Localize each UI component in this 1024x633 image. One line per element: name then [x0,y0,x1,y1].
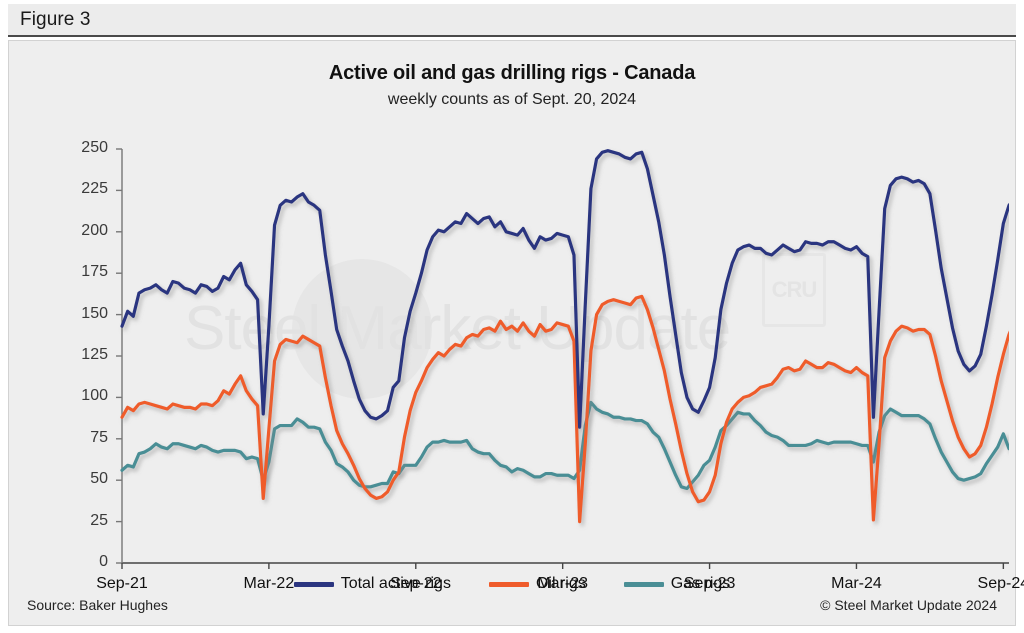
header-divider [8,35,1016,37]
legend-swatch [293,581,334,587]
y-axis-tick-label: 125 [81,346,108,363]
legend-swatch [488,581,529,587]
legend-label: Oil rigs [535,575,586,592]
x-axis-tick-label: Sep-24 [977,575,1024,592]
legend-swatch [623,581,664,587]
legend-label: Gas rigs [670,575,731,592]
chart-legend: Total active rigs Oil rigs Gas rigs [9,575,1015,593]
y-axis-tick-label: 200 [81,221,108,239]
legend-label: Total active rigs [340,575,451,592]
legend-item[interactable]: Oil rigs [488,575,586,593]
axes [116,148,1009,569]
y-axis-tick-label: 25 [90,511,108,529]
figure-header-band: Figure 3 [8,4,1016,36]
x-axis-tick-label: Mar-23 [537,575,589,592]
legend-item[interactable]: Total active rigs [293,575,451,593]
plot-svg [116,148,1009,569]
legend-item[interactable]: Gas rigs [623,575,731,593]
series-line [120,400,1009,491]
y-axis-tick-label: 175 [81,263,108,281]
y-axis-tick-label: 150 [81,304,108,322]
y-axis-tick-label: 50 [90,470,108,488]
x-axis-tick-label: Sep-21 [96,575,148,592]
y-axis-tick-label: 250 [81,139,108,156]
source-note: Source: Baker Hughes [27,597,168,613]
y-axis-tick-label: 75 [90,428,108,446]
series-line [120,294,1009,524]
x-axis-tick-label: Mar-24 [831,575,882,592]
series-line [120,149,1009,429]
x-axis-tick-label: Sep-23 [683,575,736,592]
x-axis-tick-label: Mar-22 [243,575,295,592]
x-axis-tick-label: Sep-22 [389,575,442,592]
chart-footer: Source: Baker Hughes © Steel Market Upda… [9,597,1015,613]
y-axis-tick-label: 0 [99,553,108,570]
chart-subtitle: weekly counts as of Sept. 20, 2024 [387,91,637,108]
y-axis-tick-label: 100 [81,387,108,405]
plot-area: Steel Market Update CRU 0 25 50 75 100 125 150… [81,139,1024,592]
chart-panel: Active oil and gas drilling rigs - Canad… [8,40,1024,626]
chart-title: Active oil and gas drilling rigs - Canad… [328,62,696,84]
figure-label: Figure 3 [20,9,91,30]
copyright-note: © Steel Market Update 2024 [820,597,997,613]
y-axis-tick-label: 225 [81,180,108,198]
